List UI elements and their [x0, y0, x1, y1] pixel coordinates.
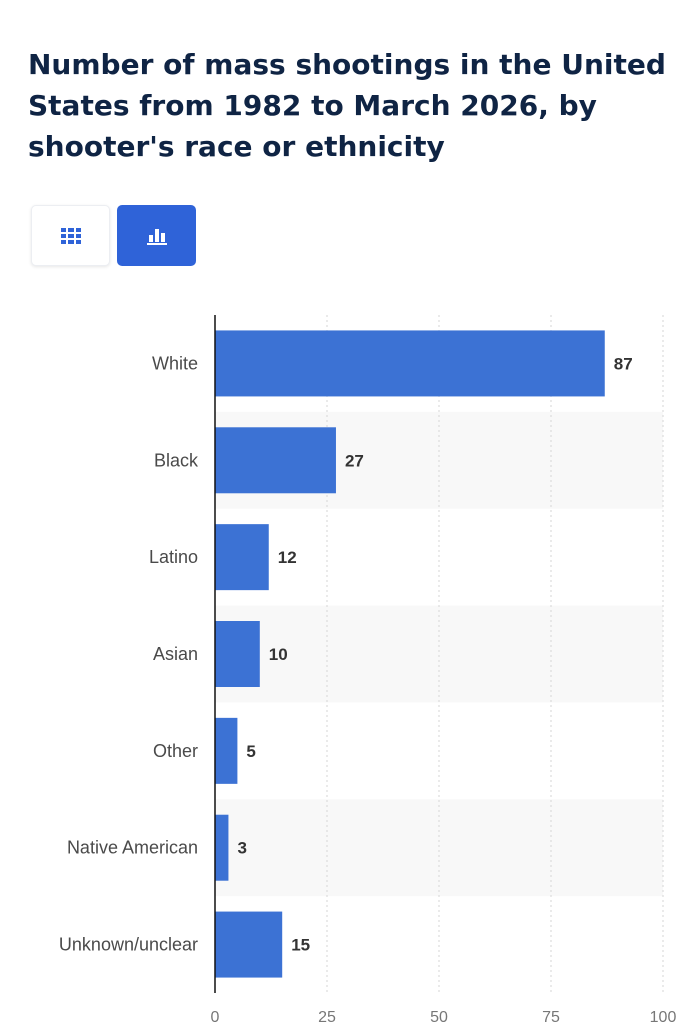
x-tick-label: 50: [430, 1009, 448, 1024]
value-label-unknown-unclear: 15: [291, 936, 310, 955]
x-tick-label: 75: [542, 1009, 560, 1024]
bar-black: [215, 427, 336, 494]
bar-latino: [215, 524, 269, 591]
view-toggle: [31, 205, 196, 266]
category-label-unknown-unclear: Unknown/unclear: [59, 935, 198, 955]
chart-canvas: White 87 Black 27 Latino 12 Asian 10 Other 5 Nativ…: [59, 315, 677, 1026]
bar-unknown-unclear: [215, 911, 283, 978]
bar-chart: White 87 Black 27 Latino 12 Asian 10 Other 5 Nativ…: [0, 300, 700, 1026]
value-label-white: 87: [614, 354, 633, 373]
bar-asian: [215, 621, 260, 687]
value-label-other: 5: [246, 742, 255, 761]
category-label-white: White: [152, 353, 198, 373]
chart-title: Number of mass shootings in the United S…: [28, 48, 666, 163]
bar-other: [215, 717, 238, 784]
grid-icon: [60, 227, 81, 244]
table-view-button[interactable]: [31, 205, 110, 266]
chart-view-button[interactable]: [117, 205, 196, 266]
bar-white: [215, 330, 605, 397]
category-label-native-american: Native American: [67, 838, 198, 858]
category-label-other: Other: [153, 741, 198, 761]
category-label-asian: Asian: [153, 644, 198, 664]
bar-native-american: [215, 814, 229, 881]
x-tick-label: 0: [211, 1009, 220, 1024]
x-tick-label: 100: [650, 1009, 677, 1024]
value-label-black: 27: [345, 451, 364, 470]
category-label-black: Black: [154, 450, 199, 470]
value-label-native-american: 3: [237, 839, 246, 858]
x-tick-label: 25: [318, 1009, 336, 1024]
category-label-latino: Latino: [149, 547, 198, 567]
value-label-latino: 12: [278, 548, 297, 567]
bar-chart-icon: [146, 228, 167, 245]
value-label-asian: 10: [269, 645, 288, 664]
